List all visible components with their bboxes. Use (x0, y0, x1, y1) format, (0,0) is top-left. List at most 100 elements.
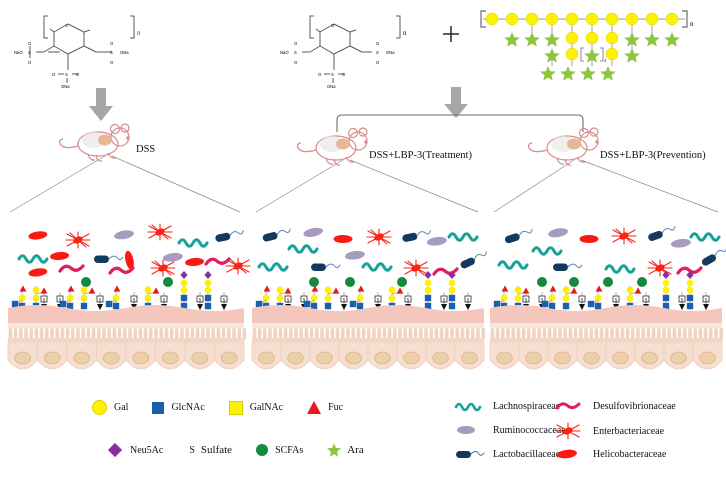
glycan-chain (204, 271, 212, 310)
enterbacteriaceae-icon (555, 422, 581, 440)
glcnac-icon (152, 401, 165, 414)
glycan-chain (59, 285, 75, 310)
scfa-dot (397, 277, 407, 287)
epithelial-cell-row (489, 341, 723, 370)
scfa-dot (163, 277, 173, 287)
svg-text:S: S (43, 299, 46, 304)
bacterium-oval (114, 230, 134, 240)
svg-text:O: O (28, 60, 32, 65)
legend-item-scfas: SCFAs (256, 444, 303, 456)
bacterium-wavy-rod (287, 244, 319, 254)
bacterium-oval-rod (28, 268, 48, 277)
legend-item-gal: Gal (92, 400, 128, 415)
glycan-chain: S (678, 292, 686, 310)
gal-icon (92, 400, 107, 415)
cell-nucleus (14, 351, 32, 365)
svg-text:ONa: ONa (386, 50, 395, 55)
svg-text:n: n (690, 20, 694, 28)
svg-text:S: S (376, 50, 379, 55)
legend-item-glcnac: GlcNAc (152, 401, 205, 414)
group-label-prevention: DSS+LBP-3(Prevention) (600, 150, 706, 161)
epithelium-prevention (489, 305, 723, 370)
bacterium-rod-flagella (460, 251, 487, 269)
svg-text:ONa: ONa (327, 84, 336, 89)
bacterium-rod-flagella (553, 263, 583, 271)
svg-text:S: S (525, 299, 528, 304)
bacterium-spiky-coccus (611, 227, 637, 245)
bacterium-rod-flagella (648, 225, 676, 241)
bacteria-layer-dss (17, 223, 251, 277)
legend-item-ara: Ara (327, 443, 364, 457)
bacterium-oval-rod (125, 250, 134, 270)
glycan-chain: S (340, 292, 348, 310)
scfa-layer-prevention (537, 277, 647, 287)
glycan-chain: S (464, 292, 472, 310)
glycan-chain (662, 271, 670, 310)
svg-text:S: S (581, 299, 584, 304)
svg-text:S: S (407, 299, 410, 304)
scfa-dot (637, 277, 647, 287)
svg-text:n: n (403, 29, 407, 37)
scfa-dot (309, 277, 319, 287)
glycan-chain: S (96, 292, 104, 310)
svg-text:S: S (681, 299, 684, 304)
bacterium-spiky-coccus (147, 223, 173, 241)
glycan-chain (180, 271, 188, 310)
svg-text:O: O (331, 23, 335, 28)
bacterium-oval-rod (28, 231, 48, 240)
neu5ac-icon (107, 442, 123, 458)
svg-text:S: S (199, 299, 202, 304)
bacterium-oval-rod (333, 235, 353, 243)
mouse-dss (58, 123, 130, 162)
bacterium-spiky-coccus (366, 228, 392, 246)
scfa-dot (569, 277, 579, 287)
lachnospiraceae-icon (454, 402, 482, 412)
legend-label-sulfate: Sulfate (200, 444, 233, 456)
dss-structure-left: O n NaO O O S S ONa O O S O O ONa (14, 15, 141, 89)
svg-text:O: O (318, 72, 322, 77)
glycan-chain: S (578, 292, 586, 310)
svg-text:ONa: ONa (120, 50, 129, 55)
glycan-chain (80, 286, 96, 310)
bacterium-rod-flagella (215, 230, 244, 242)
bacterium-spiky-coccus (225, 257, 251, 275)
svg-text:S: S (331, 72, 334, 77)
cell-nucleus (583, 351, 600, 365)
mucus-band (490, 305, 722, 324)
scfa-dot (81, 277, 91, 287)
svg-text:S: S (163, 299, 166, 304)
fuc-icon (307, 401, 322, 414)
ara-icon (327, 443, 342, 457)
svg-text:n: n (137, 29, 141, 37)
galnac-icon (228, 400, 243, 415)
glycan-chain (686, 271, 694, 310)
cell-nucleus (287, 351, 304, 365)
bacterium-wavy-rod (257, 262, 289, 272)
mucus-band (8, 305, 244, 324)
glycan-chain (541, 285, 557, 310)
bacterium-rod-flagella (701, 246, 726, 266)
svg-text:S: S (443, 299, 446, 304)
legend-item-neu5ac: Neu5Ac (107, 442, 164, 458)
legend-item-lactobacillaceae: Lactobacillaceae (455, 448, 560, 460)
cell-nucleus (612, 351, 629, 365)
glycan-chain (349, 285, 365, 310)
microvilli (490, 328, 723, 340)
legend-item-ruminococcaceae: Ruminococcaceae (455, 424, 566, 436)
cell-nucleus (345, 351, 362, 365)
legend-item-enterbacteriaceae: Enterbacteriaceae (555, 422, 664, 440)
glycan-legend-row-2: Neu5Ac S Sulfate SCFAs Ara (107, 442, 364, 458)
glycan-chain: S (440, 292, 448, 310)
bacterium-oval (344, 250, 365, 260)
svg-text:O: O (110, 60, 114, 65)
bacterium-curved-rod (432, 267, 459, 276)
bacterium-oval-rod (185, 257, 205, 267)
svg-text:S: S (287, 299, 290, 304)
svg-text:S: S (294, 50, 297, 55)
panel-dss: S S S S S S S (7, 212, 251, 478)
svg-text:S: S (223, 299, 226, 304)
group-label-treatment: DSS+LBP-3(Treatment) (369, 150, 472, 161)
legend-label-neu5ac: Neu5Ac (130, 444, 164, 456)
